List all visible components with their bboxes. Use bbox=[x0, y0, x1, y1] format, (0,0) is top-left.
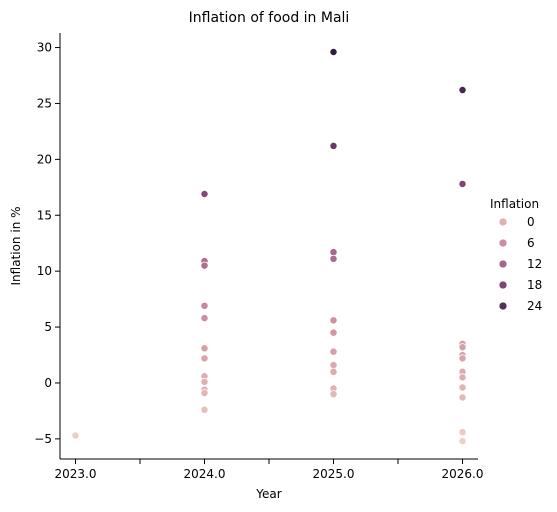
y-tick-label: 10 bbox=[37, 264, 52, 278]
x-tick-label: 2023.0 bbox=[54, 467, 96, 481]
data-point bbox=[329, 367, 338, 376]
legend-label: 6 bbox=[527, 236, 535, 250]
legend: Inflation 0 6 12 18 24 bbox=[490, 197, 542, 313]
legend-label: 12 bbox=[527, 257, 542, 271]
data-point bbox=[200, 261, 209, 270]
data-points bbox=[71, 48, 467, 446]
y-tick-label: 25 bbox=[37, 96, 52, 110]
data-point bbox=[458, 437, 467, 446]
legend-marker bbox=[498, 259, 508, 269]
data-point bbox=[458, 383, 467, 392]
data-point bbox=[458, 354, 467, 363]
y-tick-label: 20 bbox=[37, 152, 52, 166]
data-point bbox=[200, 354, 209, 363]
data-point bbox=[71, 431, 80, 440]
y-tick-label: 30 bbox=[37, 41, 52, 55]
data-point bbox=[200, 190, 209, 198]
data-point bbox=[200, 301, 209, 310]
data-point bbox=[329, 347, 338, 356]
y-tick-label: 5 bbox=[44, 320, 52, 334]
data-point bbox=[200, 389, 209, 397]
legend-label: 24 bbox=[527, 299, 542, 313]
data-point bbox=[458, 179, 467, 188]
legend-marker bbox=[498, 280, 508, 290]
data-point bbox=[200, 377, 209, 386]
data-point bbox=[200, 314, 209, 323]
x-axis-label: Year bbox=[255, 487, 281, 501]
data-point bbox=[458, 428, 467, 437]
y-tick-label: 0 bbox=[44, 376, 52, 390]
data-point bbox=[458, 86, 467, 94]
x-axis-ticks: 2023.0 2024.0 2025.0 2026.0 bbox=[54, 459, 484, 481]
data-point bbox=[458, 343, 467, 352]
y-tick-label: 15 bbox=[37, 208, 52, 222]
data-point bbox=[200, 344, 209, 353]
data-point bbox=[329, 316, 338, 325]
legend-marker bbox=[498, 217, 508, 227]
legend-label: 18 bbox=[527, 278, 542, 292]
x-tick-label: 2025.0 bbox=[313, 467, 355, 481]
data-point bbox=[329, 328, 338, 337]
legend-label: 0 bbox=[527, 215, 535, 229]
y-axis-label: Inflation in % bbox=[9, 206, 23, 285]
data-point bbox=[329, 48, 338, 56]
y-axis-ticks: −5 0 5 10 15 20 25 30 bbox=[34, 41, 60, 446]
data-point bbox=[458, 393, 467, 402]
x-tick-label: 2026.0 bbox=[442, 467, 484, 481]
legend-title: Inflation bbox=[490, 197, 539, 211]
y-tick-label: −5 bbox=[34, 432, 52, 446]
x-tick-label: 2024.0 bbox=[183, 467, 225, 481]
legend-marker bbox=[498, 238, 508, 248]
chart-title: Inflation of food in Mali bbox=[189, 10, 350, 26]
legend-entries: 0 6 12 18 24 bbox=[498, 215, 542, 313]
legend-marker bbox=[498, 301, 508, 311]
data-point bbox=[329, 390, 338, 399]
data-point bbox=[458, 373, 467, 382]
data-point bbox=[329, 248, 338, 257]
data-point bbox=[329, 361, 338, 370]
data-point bbox=[329, 254, 338, 263]
data-point bbox=[200, 405, 209, 414]
data-point bbox=[329, 141, 338, 150]
